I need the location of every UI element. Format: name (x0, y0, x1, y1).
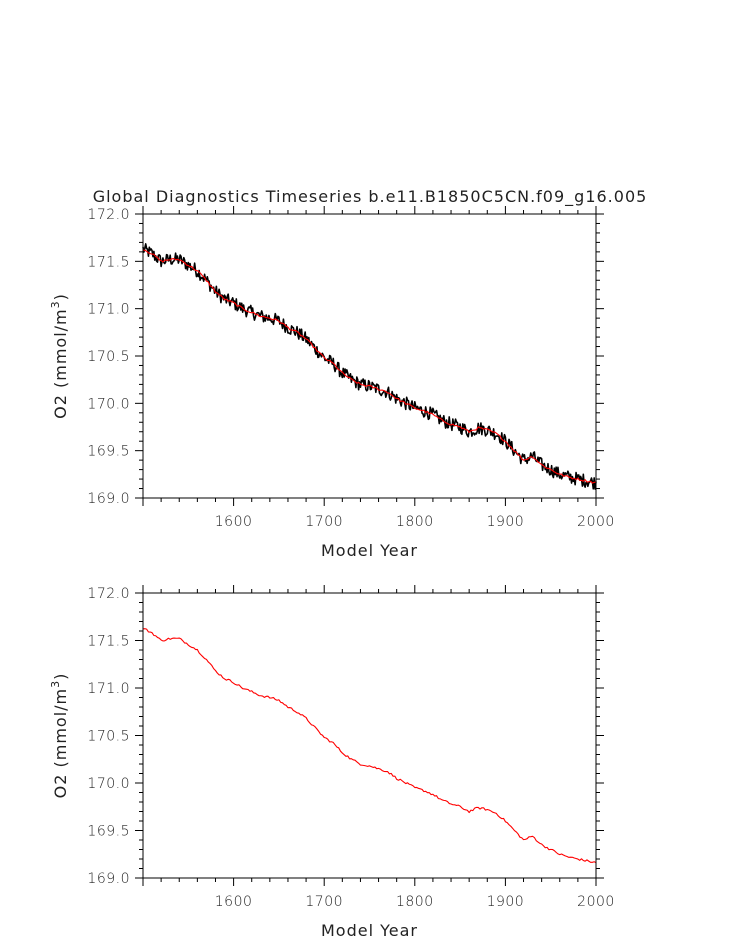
y-tick-label: 170.0 (87, 776, 130, 792)
plot-frame (142, 592, 597, 879)
x-axis-label: Model Year (321, 921, 418, 940)
x-tick-label: 2000 (577, 514, 615, 530)
y-tick-label: 171.5 (87, 254, 130, 270)
x-tick-label: 2000 (577, 894, 615, 910)
y-tick-label: 170.0 (87, 396, 130, 412)
x-tick-label: 1900 (487, 514, 525, 530)
x-tick-label: 1600 (215, 514, 253, 530)
raw-series-line (142, 243, 597, 490)
y-tick-label: 171.0 (87, 681, 130, 697)
x-tick-label: 1800 (396, 894, 434, 910)
x-tick-label: 1700 (305, 514, 343, 530)
y-axis-label: O2 (mmol/m3) (49, 293, 70, 419)
top-panel: 1600 1700 1800 1900 2000 169.0 169.5 170.0 170.5… (49, 206, 615, 560)
y-tick-label: 172.0 (87, 207, 130, 223)
x-axis-label: Model Year (321, 541, 418, 560)
y-tick-label: 172.0 (87, 586, 130, 602)
y-axis-label: O2 (mmol/m3) (49, 673, 70, 799)
x-tick-label: 1600 (215, 894, 253, 910)
y-tick-label: 169.0 (87, 871, 130, 887)
y-tick-label: 169.5 (87, 824, 130, 840)
y-tick-label: 171.0 (87, 302, 130, 318)
y-tick-label: 169.5 (87, 444, 130, 460)
smoothed-series-line (142, 628, 597, 864)
chart-title: Global Diagnostics Timeseries b.e11.B185… (93, 187, 648, 207)
x-tick-label: 1700 (305, 894, 343, 910)
smoothed-series-line (142, 249, 597, 484)
x-tick-label: 1900 (487, 894, 525, 910)
y-tick-label: 170.5 (87, 349, 130, 365)
bottom-panel: 1600 1700 1800 1900 2000 169.0 169.5 170.0 170.5… (49, 585, 615, 940)
y-tick-label: 169.0 (87, 491, 130, 507)
plot-frame (142, 213, 597, 499)
y-tick-label: 170.5 (87, 729, 130, 745)
x-tick-label: 1800 (396, 514, 434, 530)
y-tick-label: 171.5 (87, 634, 130, 650)
